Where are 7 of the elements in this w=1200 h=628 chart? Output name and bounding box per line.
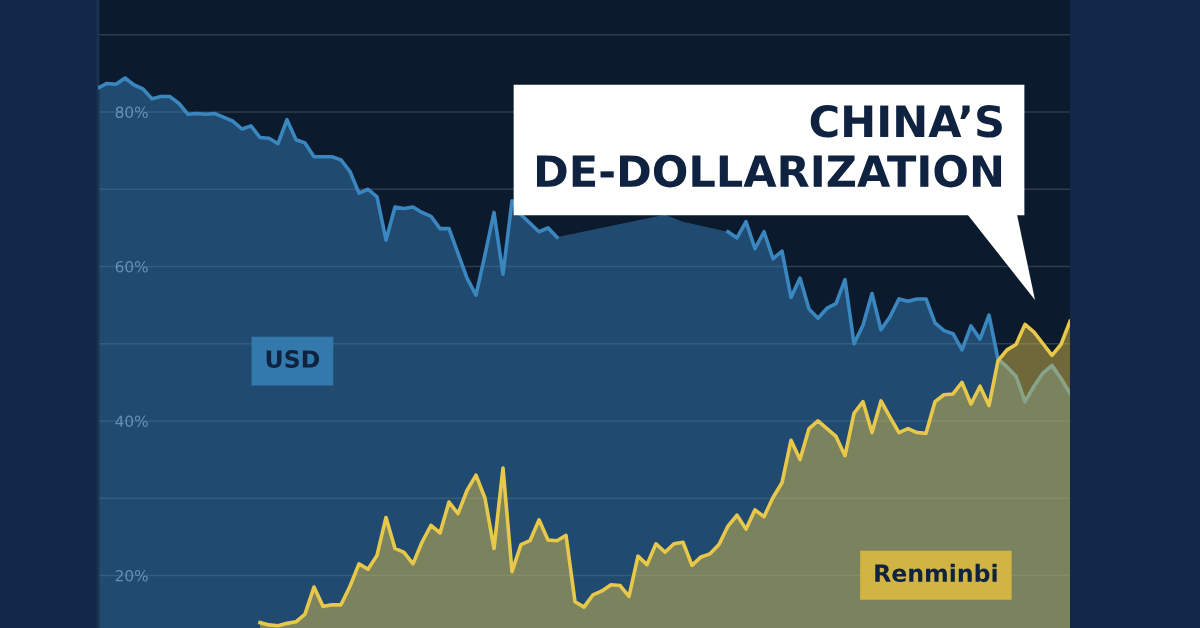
y-tick-label: 80% — [115, 106, 148, 119]
y-tick-label: 20% — [115, 569, 148, 582]
text: CHINA’S DE-DOLLARIZATION — [536, 105, 1002, 188]
series-label: USD — [266, 350, 320, 368]
series-label: Renminbi — [875, 563, 997, 583]
y-tick-label: 60% — [115, 260, 148, 273]
y-tick-label: 40% — [115, 415, 148, 428]
